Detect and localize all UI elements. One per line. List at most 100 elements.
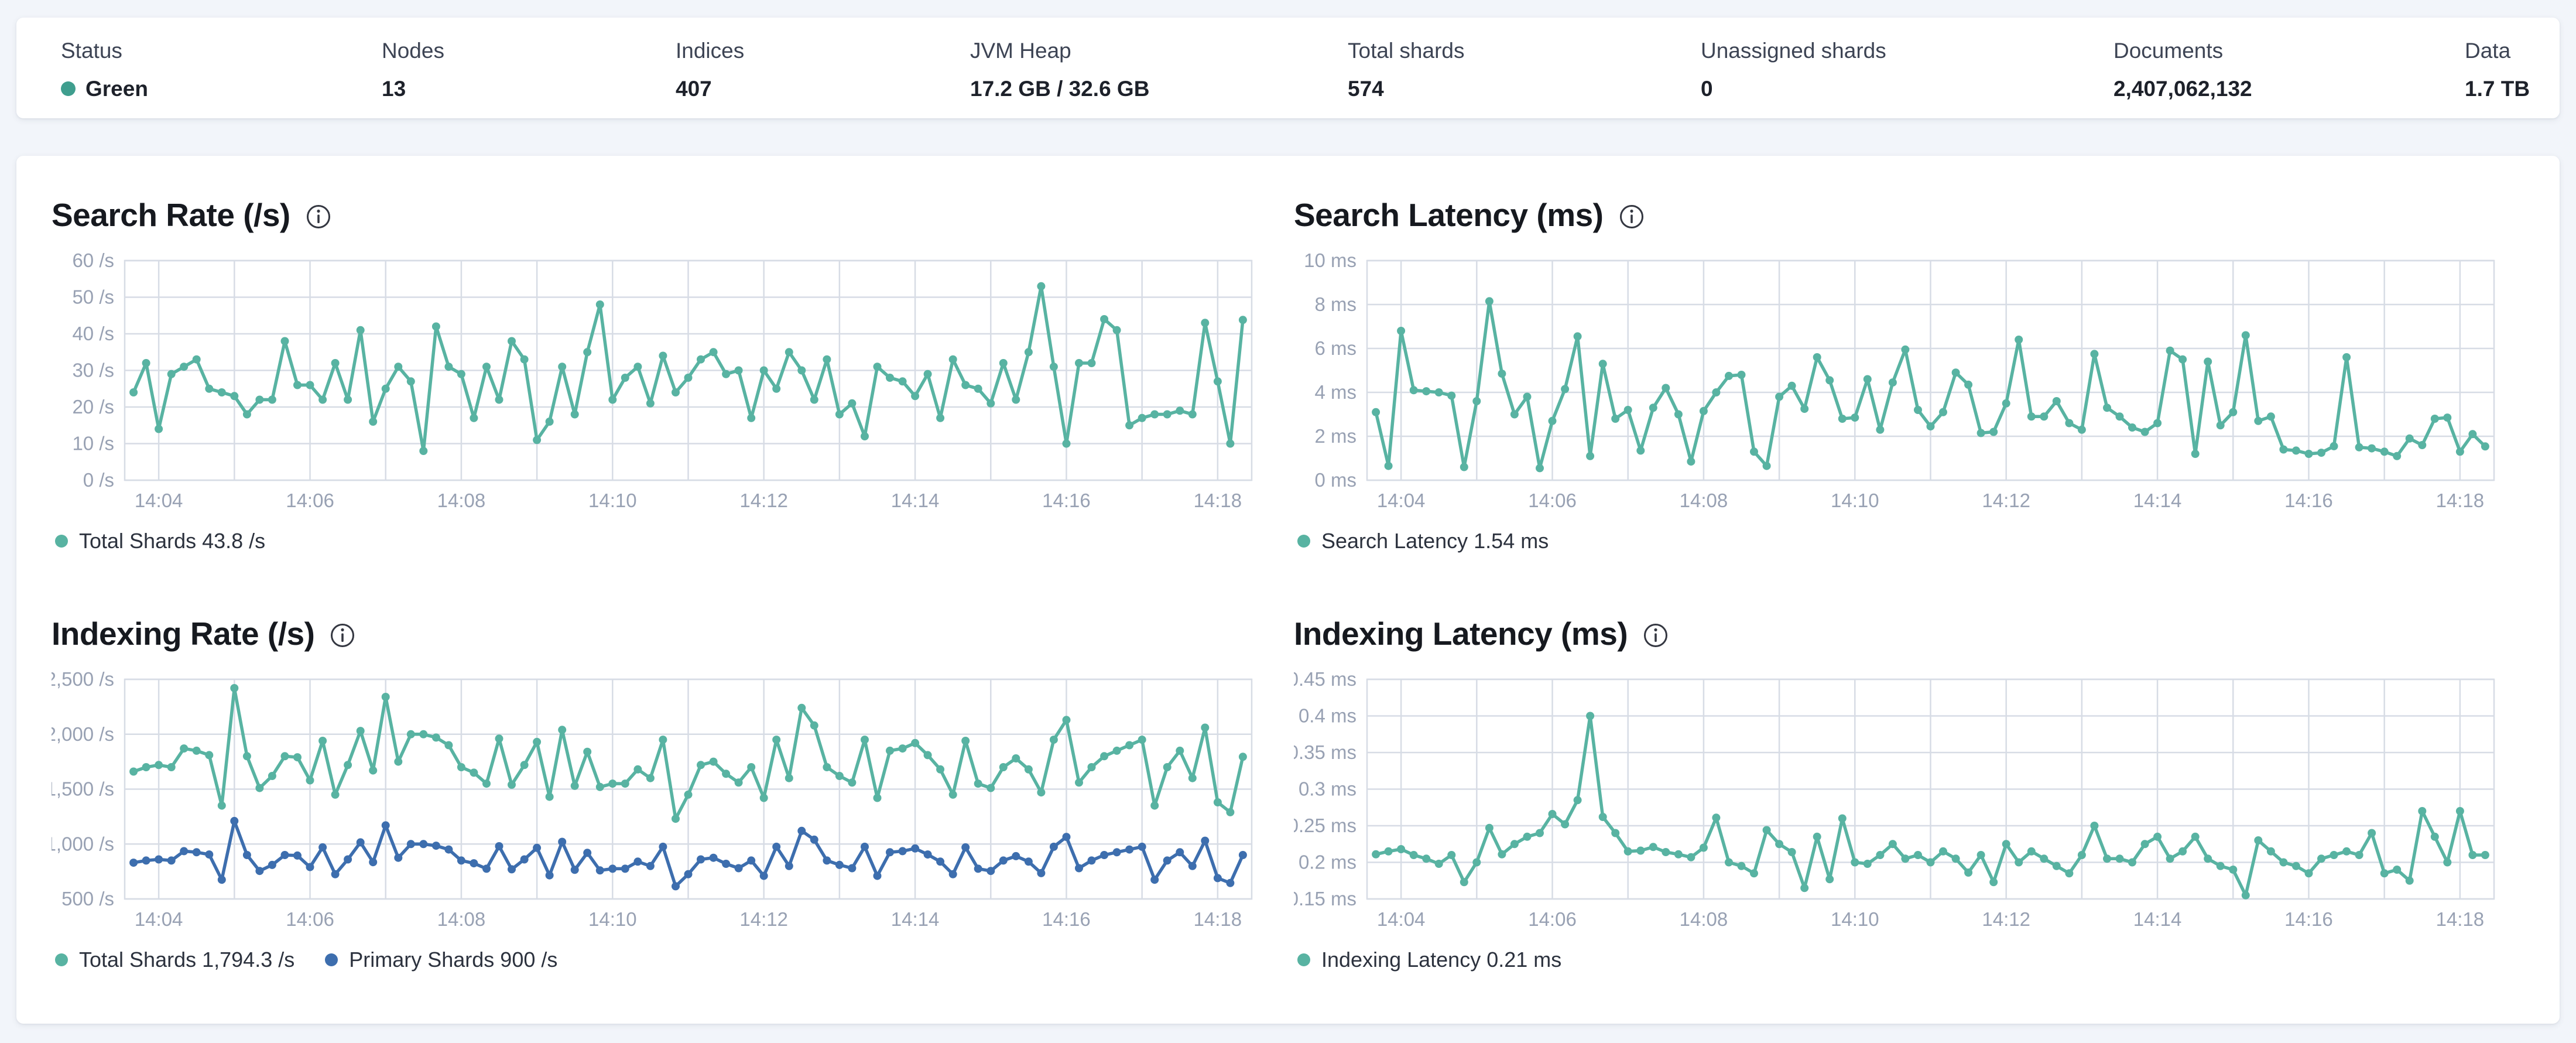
svg-text:14:12: 14:12 xyxy=(1982,908,2030,930)
chart-search-latency: Search Latency (ms) 0 ms 2 ms 4 ms 6 ms 8 ms… xyxy=(1294,192,2500,557)
chart-title: Indexing Latency (ms) xyxy=(1294,615,1628,652)
cluster-status-bar: Status Green Nodes 13 Indices 407 JVM He… xyxy=(16,18,2560,118)
legend-item[interactable]: Primary Shards 900 /s xyxy=(325,948,557,972)
stat-value: 0 xyxy=(1701,76,1713,101)
svg-text:50 /s: 50 /s xyxy=(72,286,114,308)
svg-text:14:04: 14:04 xyxy=(1377,490,1426,511)
legend-series-dot-icon xyxy=(325,953,338,966)
svg-text:0.4 ms: 0.4 ms xyxy=(1299,705,1356,727)
stat-value: 407 xyxy=(676,76,712,101)
svg-text:0 ms: 0 ms xyxy=(1314,469,1356,491)
svg-text:2,500 /s: 2,500 /s xyxy=(52,668,114,690)
stat-documents: Documents 2,407,062,132 xyxy=(2113,39,2465,118)
svg-text:14:12: 14:12 xyxy=(1982,490,2030,511)
svg-text:0.35 ms: 0.35 ms xyxy=(1294,741,1356,763)
svg-text:0.2 ms: 0.2 ms xyxy=(1299,852,1356,873)
svg-text:14:06: 14:06 xyxy=(286,490,334,511)
health-green-dot-icon xyxy=(61,81,76,97)
chart-legend: Search Latency 1.54 ms xyxy=(1297,525,2500,557)
search-rate-line-chart: 0 /s 10 /s 20 /s 30 /s 40 /s 50 /s 60 /s 14:04 1… xyxy=(72,249,1253,511)
stat-label: Unassigned shards xyxy=(1701,39,1886,63)
legend-item[interactable]: Indexing Latency 0.21 ms xyxy=(1297,948,1561,972)
chart-indexing-rate: Indexing Rate (/s) 500 /s 1,000 /s 1,500 /… xyxy=(52,611,1258,976)
svg-text:14:10: 14:10 xyxy=(588,908,637,930)
svg-text:14:10: 14:10 xyxy=(588,490,637,511)
stat-value: 574 xyxy=(1348,76,1384,101)
chart-title: Search Rate (/s) xyxy=(52,197,290,233)
svg-text:14:12: 14:12 xyxy=(739,490,788,511)
info-icon[interactable] xyxy=(1619,204,1645,230)
legend-label: Search Latency 1.54 ms xyxy=(1321,529,1549,553)
stat-value: 1.7 TB xyxy=(2465,76,2530,101)
svg-text:500 /s: 500 /s xyxy=(61,888,114,909)
stat-nodes: Nodes 13 xyxy=(382,39,676,118)
stat-label: Documents xyxy=(2113,39,2224,63)
svg-text:40 /s: 40 /s xyxy=(72,323,114,344)
svg-text:14:10: 14:10 xyxy=(1831,908,1879,930)
legend-series-dot-icon xyxy=(1297,535,1310,548)
legend-label: Indexing Latency 0.21 ms xyxy=(1321,948,1562,972)
chart-legend: Indexing Latency 0.21 ms xyxy=(1297,944,2500,976)
info-icon[interactable] xyxy=(1643,623,1669,648)
stat-total-shards: Total shards 574 xyxy=(1348,39,1701,118)
legend-label: Total Shards 43.8 /s xyxy=(79,529,266,553)
svg-text:14:08: 14:08 xyxy=(437,490,486,511)
legend-series-dot-icon xyxy=(55,953,68,966)
svg-text:14:12: 14:12 xyxy=(739,908,788,930)
svg-text:20 /s: 20 /s xyxy=(72,396,114,418)
svg-text:14:04: 14:04 xyxy=(1377,908,1426,930)
chart-search-rate: Search Rate (/s) 0 /s 10 /s 20 /s 30 /s 40 /… xyxy=(52,192,1258,557)
svg-text:14:14: 14:14 xyxy=(891,908,940,930)
search-latency-line-chart: 0 ms 2 ms 4 ms 6 ms 8 ms 10 ms 14:04 14:06 14:08… xyxy=(1304,249,2495,511)
svg-text:14:08: 14:08 xyxy=(1680,908,1728,930)
stat-value: 2,407,062,132 xyxy=(2113,76,2252,101)
svg-text:2 ms: 2 ms xyxy=(1314,425,1356,447)
svg-text:14:14: 14:14 xyxy=(891,490,940,511)
svg-text:14:14: 14:14 xyxy=(2133,908,2182,930)
svg-text:14:16: 14:16 xyxy=(2284,908,2333,930)
info-icon[interactable] xyxy=(330,623,355,648)
svg-text:14:10: 14:10 xyxy=(1831,490,1879,511)
stat-unassigned-shards: Unassigned shards 0 xyxy=(1701,39,2113,118)
chart-title: Search Latency (ms) xyxy=(1294,197,1604,233)
chart-legend: Total Shards 43.8 /s xyxy=(55,525,1258,557)
chart-legend: Total Shards 1,794.3 /s Primary Shards 90… xyxy=(55,944,1258,976)
svg-text:14:14: 14:14 xyxy=(2133,490,2182,511)
stat-label: Nodes xyxy=(382,39,444,63)
legend-label: Primary Shards 900 /s xyxy=(349,948,558,972)
svg-text:2,000 /s: 2,000 /s xyxy=(52,723,114,745)
svg-text:0 /s: 0 /s xyxy=(83,469,114,491)
metrics-panel: Search Rate (/s) 0 /s 10 /s 20 /s 30 /s 40 /… xyxy=(16,156,2560,1024)
stat-status: Status Green xyxy=(61,39,382,118)
info-icon[interactable] xyxy=(306,204,331,230)
stat-indices: Indices 407 xyxy=(676,39,970,118)
legend-item[interactable]: Total Shards 43.8 /s xyxy=(55,529,265,553)
stat-label: JVM Heap xyxy=(970,39,1071,63)
legend-item[interactable]: Search Latency 1.54 ms xyxy=(1297,529,1549,553)
indexing-latency-line-chart: 0.15 ms 0.2 ms 0.25 ms 0.3 ms 0.35 ms 0.4 ms 0… xyxy=(1294,668,2495,930)
stat-label: Total shards xyxy=(1348,39,1465,63)
svg-text:14:06: 14:06 xyxy=(1528,908,1577,930)
svg-text:14:18: 14:18 xyxy=(1194,490,1242,511)
legend-series-dot-icon xyxy=(55,535,68,548)
stat-label: Data xyxy=(2465,39,2511,63)
indexing-rate-line-chart: 500 /s 1,000 /s 1,500 /s 2,000 /s 2,500 /s 14… xyxy=(52,668,1253,930)
stat-data: Data 1.7 TB xyxy=(2465,39,2536,118)
svg-text:6 ms: 6 ms xyxy=(1314,337,1356,359)
stat-value: 17.2 GB / 32.6 GB xyxy=(970,76,1150,101)
svg-text:30 /s: 30 /s xyxy=(72,360,114,381)
svg-text:0.15 ms: 0.15 ms xyxy=(1294,888,1356,909)
svg-text:14:18: 14:18 xyxy=(2436,908,2485,930)
svg-text:60 /s: 60 /s xyxy=(72,249,114,271)
stat-value: Green xyxy=(85,76,148,101)
svg-text:8 ms: 8 ms xyxy=(1314,293,1356,315)
legend-item[interactable]: Total Shards 1,794.3 /s xyxy=(55,948,294,972)
chart-title: Indexing Rate (/s) xyxy=(52,615,315,652)
stat-label: Status xyxy=(61,39,122,63)
legend-label: Total Shards 1,794.3 /s xyxy=(79,948,295,972)
stat-value: 13 xyxy=(382,76,406,101)
svg-text:1,000 /s: 1,000 /s xyxy=(52,833,114,854)
svg-text:10 /s: 10 /s xyxy=(72,433,114,454)
svg-text:14:06: 14:06 xyxy=(1528,490,1577,511)
